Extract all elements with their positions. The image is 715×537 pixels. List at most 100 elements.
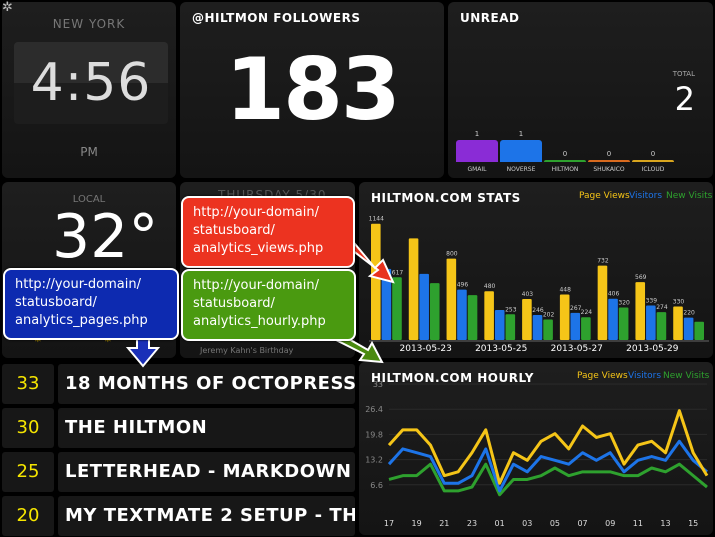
list-item-count: 33 <box>2 364 54 404</box>
stats-bar <box>694 321 704 340</box>
stats-x-tick: 2013-05-25 <box>475 344 527 354</box>
hourly-x-tick: 13 <box>660 519 670 528</box>
hourly-x-tick: 01 <box>495 519 505 528</box>
legend-page-views: Page Views <box>577 371 628 381</box>
stats-bar <box>656 312 667 340</box>
stats-data-label: 480 <box>484 283 496 290</box>
hourly-x-tick: 11 <box>633 519 643 528</box>
stats-data-label: 403 <box>522 291 534 298</box>
followers-panel: @HILTMON FOLLOWERS 183 <box>180 2 444 178</box>
list-item-count: 20 <box>2 496 54 536</box>
hourly-x-tick: 23 <box>467 519 477 528</box>
stats-bar <box>457 289 467 340</box>
stats-bar <box>543 319 553 340</box>
callout-line: statusboard/ <box>193 296 275 311</box>
stats-data-label: 569 <box>635 274 647 281</box>
hourly-x-tick: 09 <box>605 519 615 528</box>
list-item-count: 30 <box>2 408 54 448</box>
hourly-line <box>387 409 709 485</box>
stats-bar <box>484 291 494 340</box>
pages-callout: http://your-domain/ statusboard/ analyti… <box>3 268 179 340</box>
unread-count: 0 <box>650 150 656 158</box>
stats-bar <box>446 258 457 340</box>
hourly-x-tick: 05 <box>550 519 560 528</box>
weather-local-label: LOCAL <box>72 194 106 205</box>
calendar-event: Jeremy Kahn's Birthday <box>200 346 294 355</box>
weather-temperature: 32° <box>52 202 159 272</box>
hourly-x-tick: 21 <box>439 519 449 528</box>
hourly-x-tick: 07 <box>577 519 587 528</box>
hourly-y-tick: 26.4 <box>365 405 383 414</box>
stats-x-tick: 2013-05-27 <box>551 344 603 354</box>
callout-line: analytics_views.php <box>193 241 324 256</box>
legend-visitors: Visitors <box>629 191 663 201</box>
unread-total: 2 <box>674 80 695 118</box>
unread-panel: UNREAD TOTAL 2 1 GMAIL 1 NOVERSE 0 HILTMON 0 SH… <box>448 2 713 178</box>
callout-line: statusboard/ <box>193 223 275 238</box>
followers-title: @HILTMON FOLLOWERS <box>192 11 361 25</box>
legend-new-visits: New Visits <box>666 191 713 201</box>
unread-bar <box>456 140 498 162</box>
followers-count: 183 <box>225 40 401 140</box>
stats-bar <box>532 314 543 340</box>
hourly-x-tick: 03 <box>522 519 532 528</box>
hourly-title: HILTMON.COM HOURLY <box>371 371 534 385</box>
list-item-title: MY TEXTMATE 2 SETUP - THE ... <box>58 496 355 536</box>
stats-bar <box>635 282 646 340</box>
callout-line: analytics_pages.php <box>15 313 148 328</box>
hourly-callout: http://your-domain/ statusboard/ analyti… <box>181 269 356 341</box>
stats-data-label: 330 <box>673 298 685 305</box>
stats-data-label: 224 <box>581 309 593 316</box>
hourly-y-tick: 33 <box>373 380 383 389</box>
stats-bar <box>505 314 516 340</box>
stats-panel: HILTMON.COM STATS Page Views Visitors Ne… <box>359 182 713 358</box>
stats-bar <box>467 295 478 340</box>
stats-bar <box>673 306 683 340</box>
unread-label: NOVERSE <box>506 166 536 173</box>
stats-data-label: 617 <box>392 269 404 276</box>
stats-data-label: 220 <box>683 310 695 317</box>
stats-bar <box>608 298 618 340</box>
stats-bar <box>646 305 656 340</box>
callout-line: http://your-domain/ <box>193 205 319 220</box>
list-item[interactable]: 30 THE HILTMON <box>0 408 358 448</box>
unread-bar <box>588 160 630 162</box>
stats-bar <box>371 223 381 340</box>
unread-count: 1 <box>474 130 480 138</box>
stats-data-label: 339 <box>646 298 658 305</box>
city-label: NEW YORK <box>52 17 126 31</box>
unread-count: 1 <box>518 130 524 138</box>
stats-data-label: 448 <box>559 286 571 293</box>
stats-data-label: 732 <box>597 258 609 265</box>
unread-label: SHUKAICO <box>593 166 625 173</box>
unread-count: 0 <box>562 150 568 158</box>
stats-data-label: 496 <box>457 282 469 289</box>
stats-bar <box>381 268 392 340</box>
gear-icon[interactable]: ✲ <box>2 0 13 15</box>
hourly-y-tick: 13.2 <box>365 456 383 465</box>
list-item-title: LETTERHEAD - MARKDOWN S... <box>58 452 355 492</box>
stats-bar <box>683 317 694 340</box>
hourly-panel: HILTMON.COM HOURLY Page Views Visitors N… <box>359 362 713 535</box>
unread-bar <box>632 160 674 162</box>
stats-bar <box>522 299 532 340</box>
stats-data-label: 1144 <box>369 216 384 223</box>
hourly-line <box>387 439 708 493</box>
legend-visitors: Visitors <box>628 371 662 381</box>
hourly-x-tick: 17 <box>384 519 394 528</box>
hourly-y-tick: 19.8 <box>365 430 383 439</box>
stats-bar <box>618 307 629 340</box>
legend-new-visits: New Visits <box>663 371 710 381</box>
hourly-x-tick: 15 <box>688 519 698 528</box>
legend-page-views: Page Views <box>579 191 630 201</box>
unread-bar <box>500 140 542 162</box>
unread-label: GMAIL <box>467 166 487 173</box>
stats-bar <box>408 238 419 340</box>
stats-x-tick: 2013-05-23 <box>400 344 452 354</box>
stats-data-label: 274 <box>656 304 668 311</box>
